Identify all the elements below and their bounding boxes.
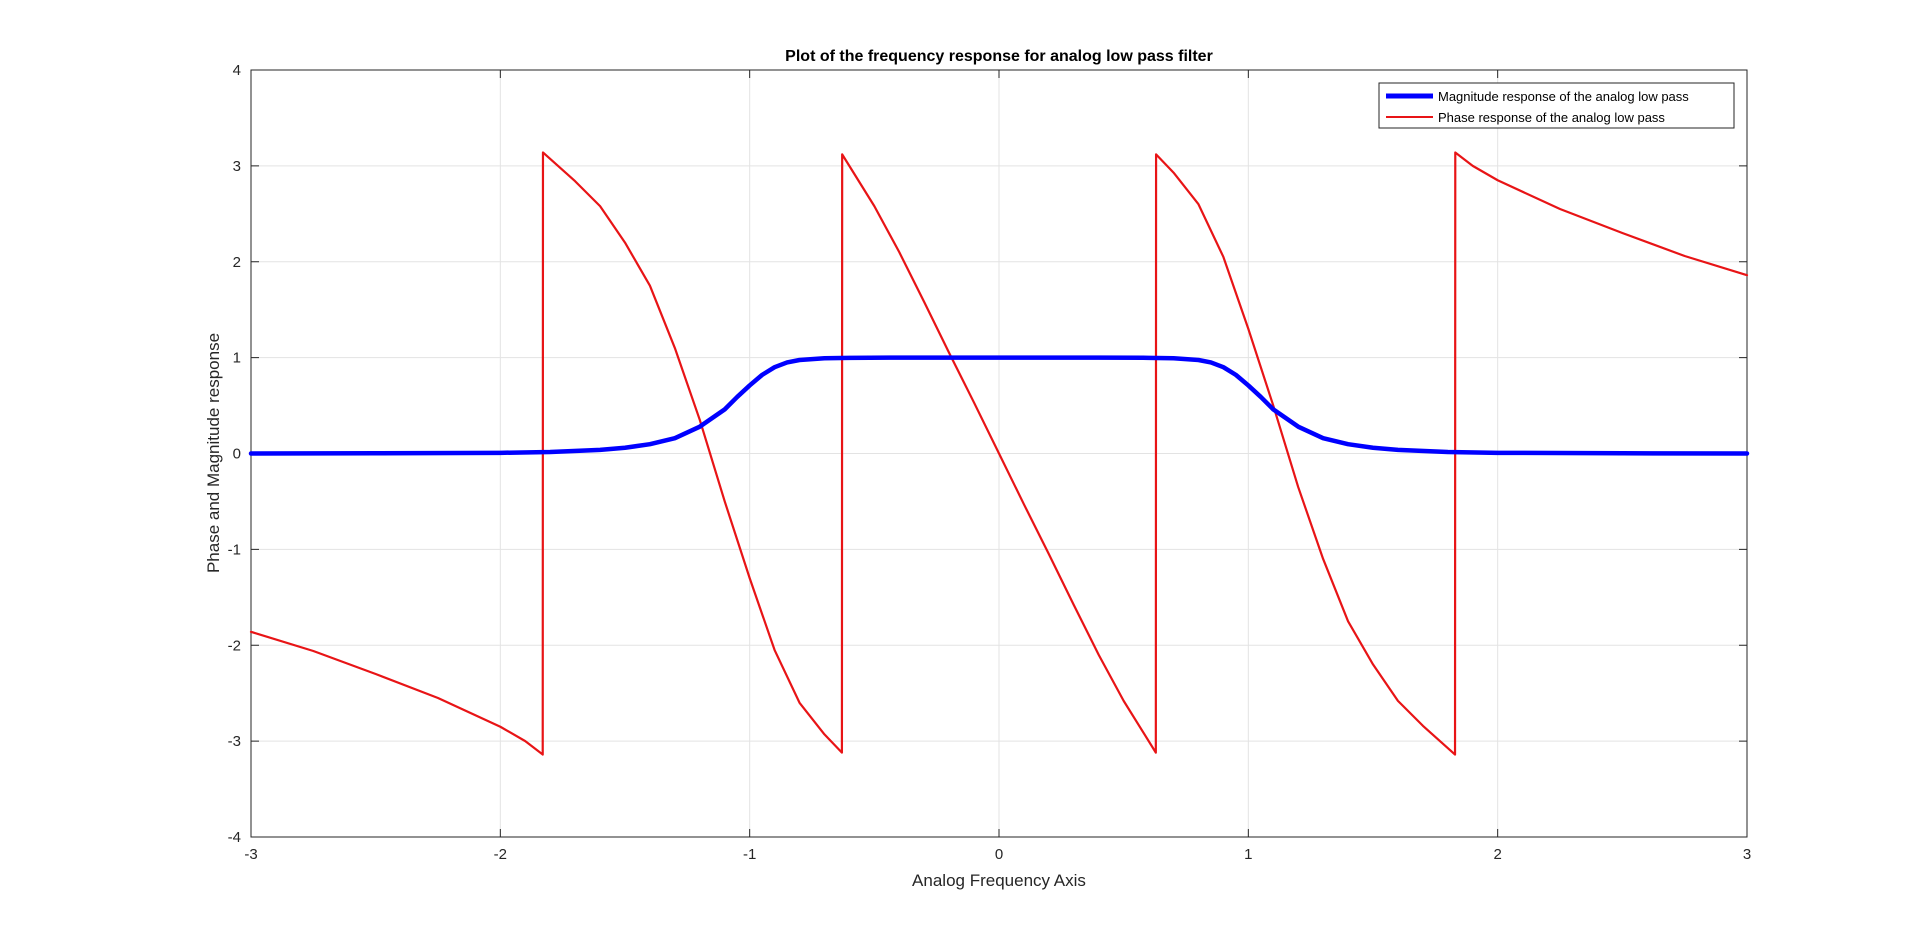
chart-title: Plot of the frequency response for analo…: [785, 48, 1213, 65]
legend-label-phase: Phase response of the analog low pass: [1438, 110, 1665, 125]
x-tick-label: 3: [1743, 846, 1751, 863]
y-tick-label: 0: [233, 446, 241, 463]
series-layer: [248, 151, 1750, 756]
legend-label-magnitude: Magnitude response of the analog low pas…: [1438, 89, 1689, 104]
x-tick-label: -2: [494, 846, 507, 863]
y-tick-label: 1: [233, 350, 241, 367]
y-axis-label: Phase and Magnitude response: [204, 333, 223, 573]
legend: Magnitude response of the analog low pas…: [1378, 82, 1735, 129]
magnitude-response-line: [248, 355, 1750, 456]
y-tick-label: -3: [228, 733, 241, 750]
x-tick-label: 0: [995, 846, 1003, 863]
y-tick-labels: -4 -3 -2 -1 0 1 2 3 4: [228, 62, 241, 846]
x-tick-label: 2: [1493, 846, 1501, 863]
y-tick-label: 2: [233, 254, 241, 271]
y-tick-label: -4: [228, 829, 241, 846]
x-tick-label: -3: [244, 846, 257, 863]
y-tick-label: 4: [233, 62, 241, 79]
x-tick-labels: -3 -2 -1 0 1 2 3: [244, 846, 1751, 863]
axis-ticks: [250, 69, 1748, 838]
y-tick-label: -1: [228, 541, 241, 558]
y-tick-label: 3: [233, 158, 241, 175]
x-axis-label: Analog Frequency Axis: [912, 871, 1086, 890]
x-tick-label: -1: [743, 846, 756, 863]
phase-response-line: [249, 151, 1749, 756]
legend-box: [1378, 82, 1735, 129]
x-tick-label: 1: [1244, 846, 1252, 863]
y-tick-label: -2: [228, 637, 241, 654]
